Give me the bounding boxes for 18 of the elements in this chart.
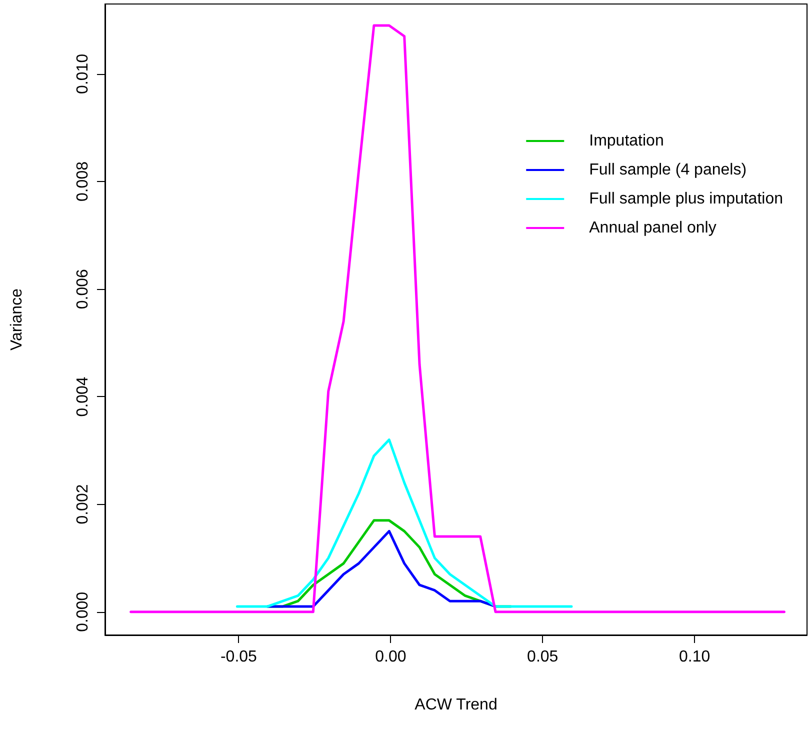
- y-tick-label: 0.006: [74, 268, 92, 310]
- line-series: [130, 24, 786, 614]
- legend-label: Full sample (4 panels): [589, 162, 747, 178]
- x-axis-title: ACW Trend: [414, 696, 498, 714]
- y-tick-label: 0.008: [74, 161, 92, 202]
- y-tick-label: 0.010: [74, 54, 92, 94]
- y-tick-label: 0.002: [74, 484, 92, 524]
- legend-label: Full sample plus imputation: [589, 190, 784, 208]
- legend-label: Annual panel only: [589, 220, 716, 236]
- x-tick-label: 0.00: [375, 648, 406, 666]
- y-axis-title: Variance: [8, 288, 26, 350]
- x-tick-label: -0.05: [220, 648, 258, 666]
- y-tick-label: 0.000: [74, 592, 92, 632]
- x-tick-label: 0.10: [678, 648, 710, 666]
- y-tick-label: 0.004: [74, 376, 92, 417]
- line-series: [236, 438, 573, 608]
- x-tick-label: 0.05: [527, 648, 558, 666]
- legend-label: Imputation: [589, 132, 664, 150]
